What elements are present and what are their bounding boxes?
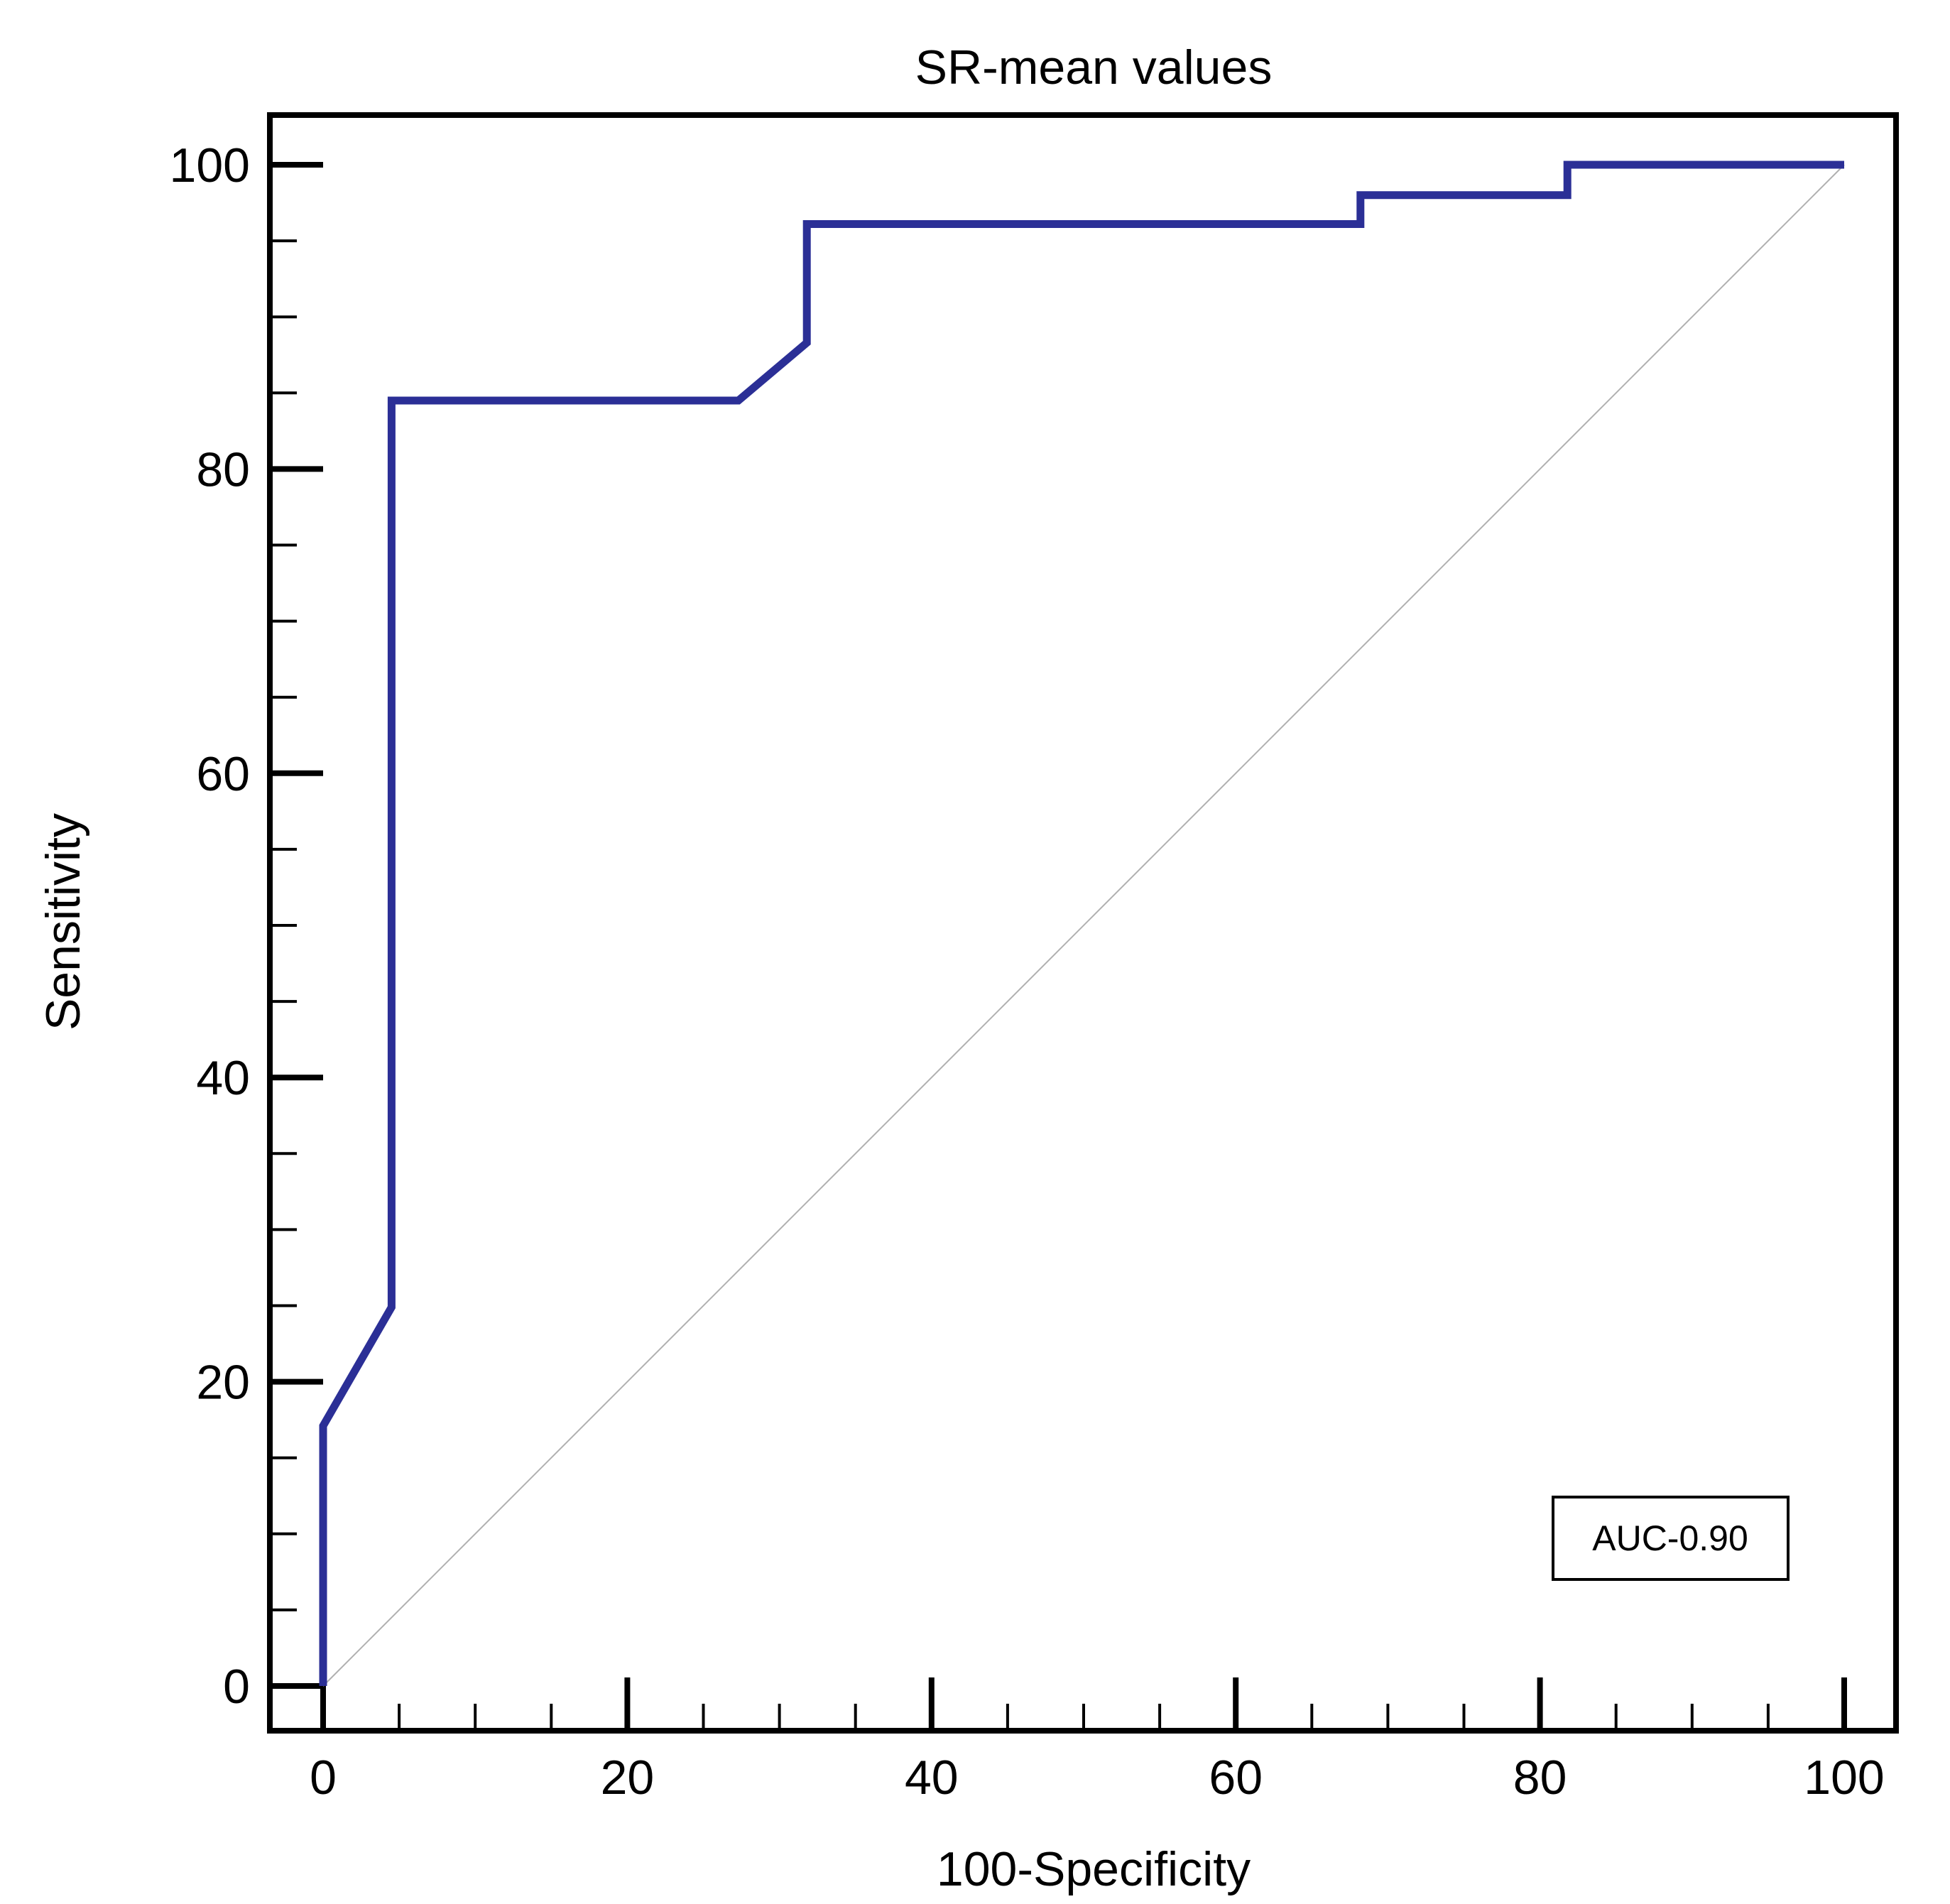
roc-curve-line: [319, 161, 1844, 1686]
x-tick-labels: 0 20 40 60 80 100: [310, 1751, 1885, 1805]
x-tick-label: 20: [601, 1751, 655, 1805]
y-axis-label: Sensitivity: [36, 813, 90, 1030]
auc-label: AUC-0.90: [1592, 1518, 1748, 1558]
x-tick-label: 0: [310, 1751, 337, 1805]
series-group: [319, 161, 1845, 1687]
x-tick-label: 40: [905, 1751, 959, 1805]
x-axis-label: 100-Specificity: [937, 1842, 1251, 1896]
y-tick-label: 60: [196, 747, 250, 801]
y-tick-label: 40: [196, 1051, 250, 1105]
reference-diagonal-line: [322, 164, 1845, 1687]
plot-frame: [267, 112, 1899, 1734]
y-tick-label: 100: [170, 138, 250, 192]
auc-box: [1552, 1496, 1790, 1581]
y-tick-label: 80: [196, 442, 250, 496]
y-tick-label: 0: [223, 1660, 250, 1714]
auc-annotation: AUC-0.90: [1552, 1496, 1790, 1581]
x-tick-label: 60: [1209, 1751, 1263, 1805]
major-ticks: [270, 162, 1847, 1731]
chart-title: SR-mean values: [915, 40, 1273, 94]
x-tick-label: 100: [1804, 1751, 1884, 1805]
minor-ticks: [270, 239, 1770, 1731]
y-tick-label: 20: [196, 1356, 250, 1410]
x-tick-label: 80: [1513, 1751, 1567, 1805]
y-tick-labels: 0 20 40 60 80 100: [170, 138, 250, 1714]
